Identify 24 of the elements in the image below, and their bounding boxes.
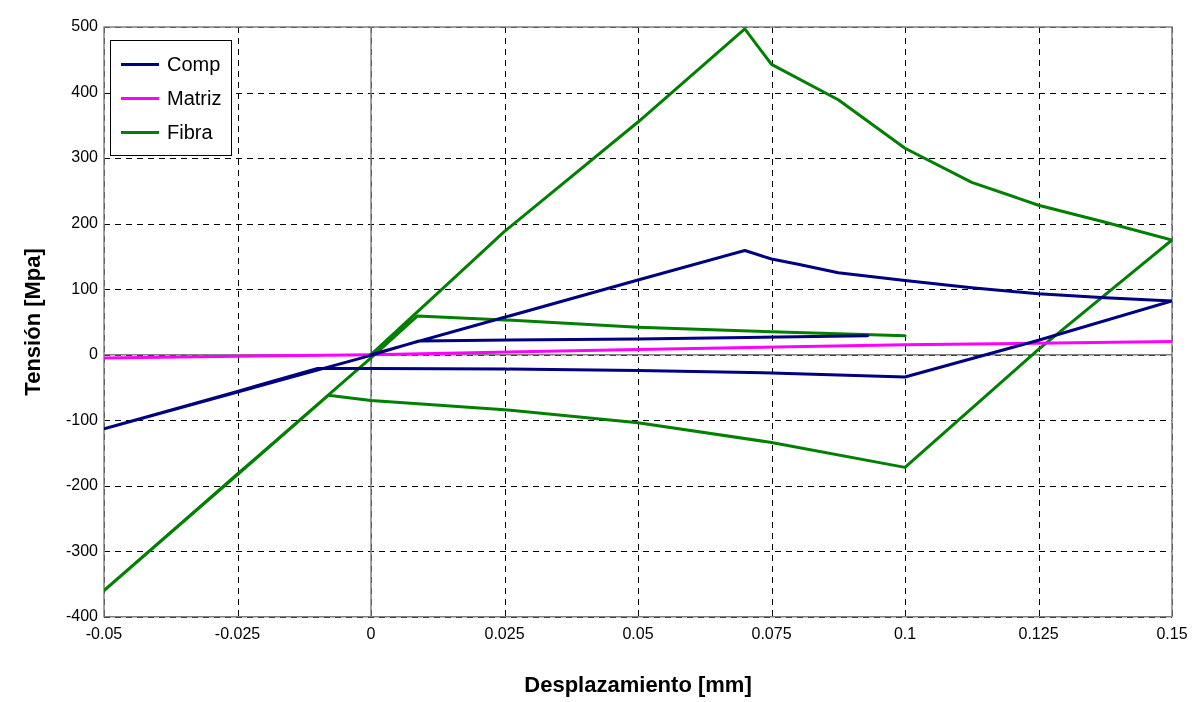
- x-tick-label: 0.05: [622, 624, 654, 642]
- x-tick-label: 0.025: [484, 624, 525, 642]
- x-tick-label: 0.15: [1156, 624, 1188, 642]
- x-tick-label: 0.1: [893, 624, 917, 642]
- x-axis-title: Desplazamiento [mm]: [524, 672, 752, 698]
- x-tick-label: 0.125: [1018, 624, 1059, 642]
- y-tick-label: 300: [71, 148, 99, 166]
- y-tick-label: -300: [65, 541, 99, 559]
- legend-label: Comp: [167, 52, 221, 76]
- y-tick-label: 400: [71, 82, 99, 100]
- x-tick-label: -0.025: [214, 624, 261, 642]
- y-tick-label: -400: [65, 607, 99, 625]
- y-axis-title: Tensión [Mpa]: [20, 248, 46, 396]
- x-tick-label: -0.05: [85, 624, 123, 642]
- y-tick-label: 100: [71, 279, 99, 297]
- legend-label: Fibra: [167, 120, 213, 144]
- x-tick-label: 0.075: [751, 624, 792, 642]
- legend-label: Matriz: [167, 86, 222, 110]
- y-tick-label: -100: [65, 410, 99, 428]
- y-tick-label: 500: [71, 17, 99, 35]
- y-tick-label: 0: [89, 345, 99, 363]
- x-tick-label: 0: [366, 624, 376, 642]
- y-tick-label: -200: [65, 476, 99, 494]
- y-tick-label: 200: [71, 214, 99, 232]
